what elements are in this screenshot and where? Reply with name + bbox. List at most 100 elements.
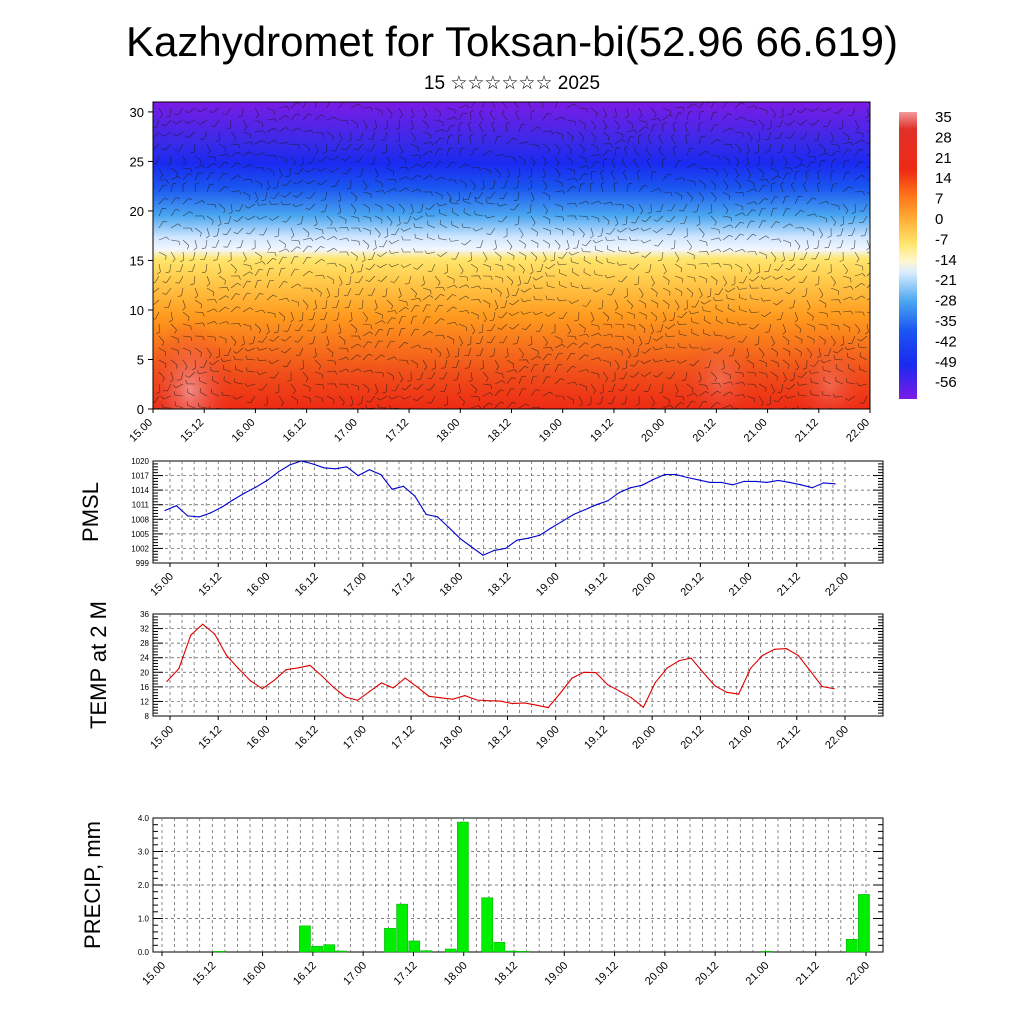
x-tick-label: 17.00	[341, 724, 369, 752]
x-tick-label: 19.12	[588, 417, 616, 445]
x-tick-label: 16.00	[241, 960, 269, 988]
data-point	[607, 500, 609, 502]
warm-anomaly	[153, 320, 235, 409]
x-tick-label: 17.12	[389, 571, 417, 599]
data-point	[547, 707, 549, 709]
colorbar-label: -7	[935, 231, 948, 248]
data-point	[214, 633, 216, 635]
x-tick-label: 16.12	[293, 571, 321, 599]
data-point	[629, 487, 632, 489]
bar	[457, 821, 469, 953]
x-tick-label: 15.00	[148, 724, 176, 752]
pmsl-panel: 999 1002 1005 1008 1011 1014 1017 1020 15.00 15.1…	[78, 457, 884, 599]
colorbar-label: -21	[935, 272, 957, 289]
data-point	[300, 460, 302, 462]
data-point	[273, 679, 275, 681]
x-tick-label: 15.00	[127, 417, 155, 445]
y-tick-label: 1008	[131, 515, 149, 524]
data-point	[726, 691, 728, 693]
x-tick-label: 20.12	[679, 724, 707, 752]
data-point	[428, 695, 430, 697]
cross-section-panel: 0 5 10 15 20 25 30 15.00 15.12 16.00 16.12 17.00 17…	[127, 101, 872, 445]
data-point	[249, 680, 251, 682]
y-tick-label: 0.0	[138, 948, 150, 957]
data-point	[237, 668, 240, 670]
data-point	[833, 688, 835, 690]
x-tick-label: 16.12	[293, 724, 321, 752]
y-tick-label: 999	[136, 559, 150, 568]
x-tick-label: 17.00	[332, 417, 360, 445]
bar	[396, 903, 408, 953]
data-point	[209, 512, 212, 514]
data-point	[482, 554, 484, 556]
data-point	[698, 479, 700, 481]
data-point	[630, 697, 633, 699]
data-point	[323, 467, 325, 469]
colorbar-label: -49	[935, 354, 957, 371]
y-tick-label: 1002	[131, 544, 149, 553]
bar	[858, 894, 870, 953]
data-point	[346, 466, 348, 468]
x-tick-label: 18.12	[486, 724, 514, 752]
data-point	[511, 703, 514, 705]
data-point	[221, 506, 223, 508]
data-point	[686, 476, 688, 479]
bar	[444, 948, 457, 953]
data-point	[357, 474, 359, 477]
bar	[384, 927, 396, 953]
y-tick-label: 2.0	[138, 881, 150, 890]
x-tick-label: 20.12	[693, 960, 721, 988]
y-tick-label: 1011	[132, 501, 150, 510]
data-point	[523, 702, 525, 704]
colorbar-label: -56	[935, 374, 957, 391]
data-point	[414, 495, 416, 497]
data-point	[527, 537, 529, 539]
series-line	[166, 623, 835, 709]
data-point	[559, 692, 561, 695]
y-tick-label: 32	[140, 625, 149, 634]
data-point	[709, 481, 711, 483]
data-point	[754, 480, 757, 482]
data-point	[464, 695, 466, 697]
colorbar-label: 28	[935, 129, 952, 146]
data-point	[550, 527, 552, 529]
x-tick-label: 17.12	[392, 960, 420, 988]
bar	[311, 946, 323, 953]
x-tick-label: 19.12	[593, 960, 621, 988]
x-tick-label: 19.00	[534, 571, 562, 599]
data-point	[356, 699, 359, 701]
colorbar-label: 21	[935, 150, 952, 167]
colorbar-label: 0	[935, 211, 943, 228]
colorbar-label: -42	[935, 333, 957, 350]
data-point	[225, 654, 228, 657]
x-tick-label: 19.00	[537, 417, 565, 445]
page-subtitle: 15 ☆☆☆☆☆☆ 2025	[423, 73, 601, 94]
data-point	[380, 474, 382, 476]
x-tick-label: 16.00	[230, 417, 258, 445]
data-point	[535, 704, 537, 706]
data-point	[436, 516, 439, 518]
bar	[420, 950, 433, 953]
data-point	[785, 648, 787, 650]
data-point	[738, 693, 740, 695]
data-point	[652, 478, 654, 481]
data-point	[459, 538, 461, 540]
colorbar-label: 35	[935, 109, 952, 126]
bar	[845, 939, 858, 953]
y-tick-label: 30	[130, 105, 144, 120]
data-point	[309, 664, 311, 666]
data-point	[312, 463, 314, 465]
y-tick-label: 0	[137, 402, 144, 417]
data-point	[368, 469, 371, 471]
data-point	[321, 675, 323, 677]
y-tick-label: 24	[140, 654, 149, 663]
data-point	[476, 699, 478, 701]
data-point	[732, 484, 734, 486]
data-point	[166, 680, 168, 682]
x-tick-label: 22.00	[844, 417, 872, 445]
data-point	[187, 515, 189, 517]
data-point	[809, 670, 811, 672]
data-point	[493, 549, 495, 551]
data-point	[823, 482, 825, 484]
colorbar-label: 14	[935, 170, 952, 187]
